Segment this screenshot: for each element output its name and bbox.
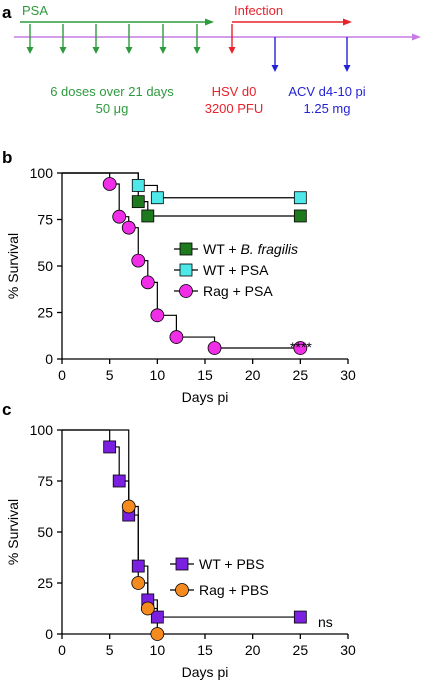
data-point-c-1-3	[150, 627, 165, 641]
data-point-b-2-0	[102, 177, 117, 191]
panel-label-a: a	[2, 3, 12, 22]
data-point-c-1-1	[131, 576, 146, 590]
legend-label-b-1: WT + PSA	[203, 262, 269, 278]
acv-arrows	[271, 37, 351, 72]
dose-arrow-5-head	[159, 47, 167, 54]
dose-amount: 50 μg	[96, 101, 129, 116]
data-point-c-0-5	[150, 610, 164, 624]
data-point-b-0-2	[293, 209, 307, 223]
y-axis-label-c: % Survival	[5, 499, 21, 565]
y-tick-label-b-0: 0	[45, 351, 53, 367]
y-tick-label-b-50: 50	[37, 258, 53, 274]
hsv-arrow-mark-head	[228, 47, 236, 54]
x-tick-label-c-0: 0	[58, 642, 66, 658]
dose-arrow-6-head	[193, 47, 201, 54]
dose-arrow-3-head	[92, 47, 100, 54]
legend-label-c-0: WT + PBS	[199, 556, 264, 572]
data-point-b-1-1	[150, 191, 164, 205]
x-tick-label-b-30: 30	[340, 367, 356, 383]
timeline-arrowhead	[412, 33, 421, 41]
legend-label-b-2: Rag + PSA	[203, 283, 273, 299]
acv-days: ACV d4-10 pi	[288, 84, 365, 99]
legend-marker-b-0	[179, 242, 193, 256]
panel-label-b: b	[2, 148, 12, 167]
dose-description: 6 doses over 21 days	[50, 84, 174, 99]
x-tick-label-b-10: 10	[150, 367, 166, 383]
y-tick-label-c-50: 50	[37, 524, 53, 540]
x-tick-label-c-25: 25	[293, 642, 309, 658]
panel-label-c: c	[2, 400, 11, 419]
acv-dose: 1.25 mg	[304, 101, 351, 116]
x-axis-label-b: Days pi	[182, 389, 229, 405]
data-point-c-0-1	[112, 474, 126, 488]
x-tick-label-b-20: 20	[245, 367, 261, 383]
data-point-b-2-8	[293, 341, 308, 355]
survival-line-b-0	[62, 172, 301, 217]
legend-marker-b-1	[179, 263, 193, 277]
hsv-day: HSV d0	[212, 84, 257, 99]
dose-arrows	[26, 24, 201, 54]
data-point-c-1-0	[121, 499, 136, 514]
survival-chart-c: 0 25 50 75 100 0 5 10 15 20 25 30 Days pi % Survival W…	[5, 422, 356, 680]
data-point-b-1-2	[293, 191, 307, 205]
data-point-c-0-0	[103, 440, 117, 454]
x-axis-label-c: Days pi	[182, 664, 229, 680]
dose-arrow-4-head	[125, 47, 133, 54]
x-tick-label-c-30: 30	[340, 642, 356, 658]
acv-arrow-end-head	[343, 65, 351, 72]
dose-arrow-1-head	[26, 47, 34, 54]
legend-marker-c-1	[175, 583, 189, 597]
data-point-b-2-7	[207, 341, 222, 355]
data-point-b-0-0	[131, 195, 145, 209]
hsv-arrow	[228, 24, 236, 54]
y-tick-label-b-100: 100	[30, 165, 54, 181]
data-point-b-2-5	[150, 308, 165, 323]
survival-line-b-1	[62, 172, 301, 199]
x-tick-label-b-25: 25	[293, 367, 309, 383]
x-tick-label-b-0: 0	[58, 367, 66, 383]
y-tick-label-b-25: 25	[37, 305, 53, 321]
survival-chart-b: 0 25 50 75 100 0 5 10 15 20 25 30 Days pi % Survival W…	[5, 165, 356, 405]
data-point-b-2-4	[140, 275, 155, 290]
x-tick-label-c-15: 15	[197, 642, 213, 658]
data-point-c-1-2	[140, 601, 155, 616]
y-tick-label-b-75: 75	[37, 212, 53, 228]
psa-arrowhead	[205, 18, 214, 26]
data-point-b-2-6	[169, 330, 184, 344]
legend-label-c-1: Rag + PBS	[199, 582, 269, 598]
x-tick-label-b-5: 5	[106, 367, 114, 383]
data-point-c-0-6	[293, 610, 307, 624]
panel-a-timeline: a PSA Infection 6 doses over 21 days 50 …	[2, 3, 421, 116]
acv-arrow-start-head	[271, 65, 279, 72]
legend-label-b-0: WT + B. fragilis	[203, 241, 298, 257]
data-point-b-2-1	[112, 209, 127, 224]
significance-annotation-b: ****	[290, 339, 312, 355]
y-axis-label-b: % Survival	[5, 233, 21, 299]
hsv-dose: 3200 PFU	[205, 101, 264, 116]
infection-arrowhead	[343, 18, 352, 26]
data-point-b-2-2	[121, 220, 136, 235]
data-point-c-0-3	[131, 559, 145, 573]
legend-marker-c-0	[175, 557, 189, 571]
x-tick-label-b-15: 15	[197, 367, 213, 383]
x-tick-label-c-20: 20	[245, 642, 261, 658]
data-point-b-0-1	[141, 209, 155, 223]
dose-arrow-2-head	[59, 47, 67, 54]
x-tick-label-c-5: 5	[106, 642, 114, 658]
y-tick-label-c-100: 100	[30, 422, 54, 438]
infection-label: Infection	[234, 3, 283, 18]
y-tick-label-c-0: 0	[45, 626, 53, 642]
psa-label: PSA	[22, 3, 48, 18]
data-point-b-2-3	[131, 253, 146, 268]
survival-line-b-2	[62, 172, 301, 349]
legend-marker-b-2	[179, 284, 193, 298]
y-tick-label-c-75: 75	[37, 473, 53, 489]
significance-annotation-c: ns	[318, 614, 333, 630]
data-point-b-1-0	[131, 179, 145, 192]
x-tick-label-c-10: 10	[150, 642, 166, 658]
y-tick-label-c-25: 25	[37, 575, 53, 591]
